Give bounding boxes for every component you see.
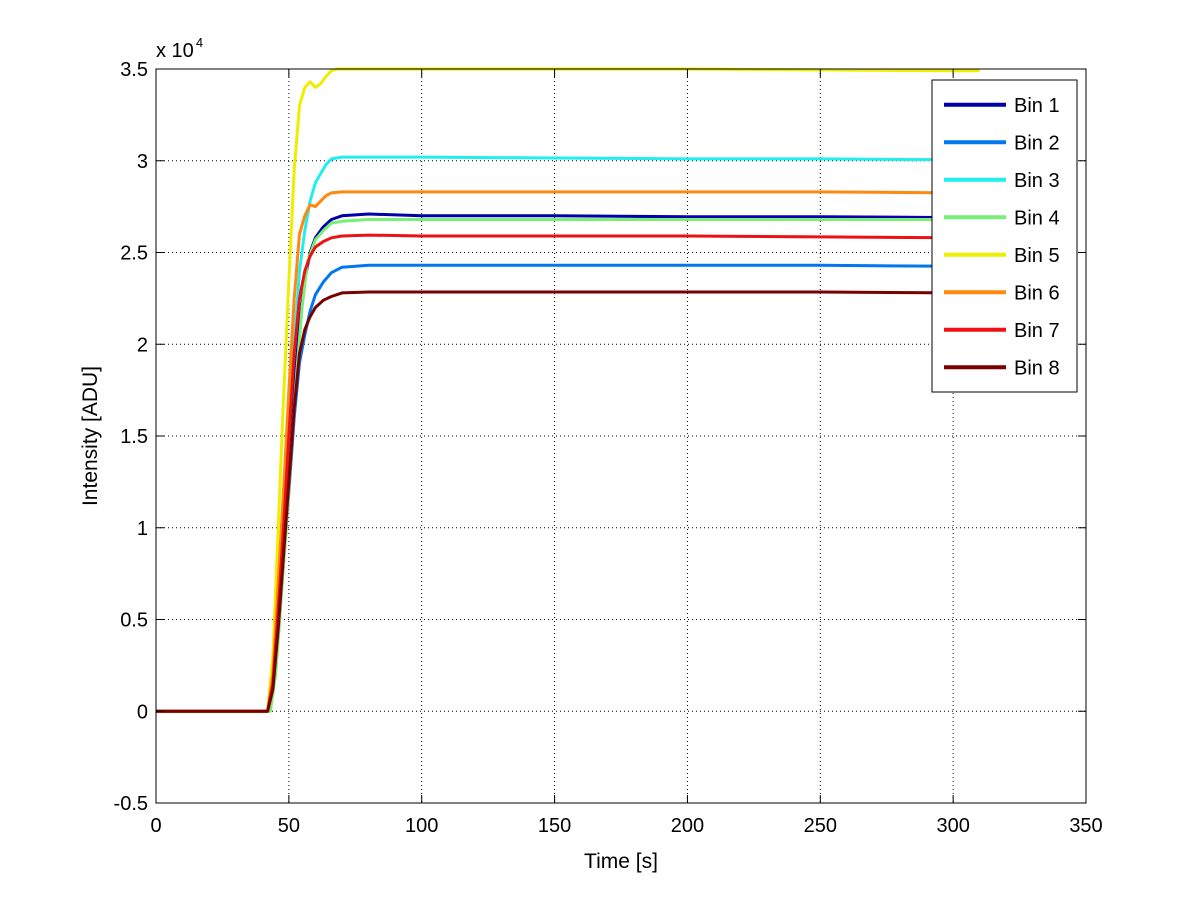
y-exponent-label: x 10 4: [156, 35, 203, 62]
legend-label: Bin 4: [1014, 207, 1060, 229]
legend-label: Bin 8: [1014, 357, 1060, 379]
x-tick-label: 50: [278, 815, 300, 837]
legend-items: Bin 1 Bin 2 Bin 3 Bin 4 Bin 5 Bin 6 Bin 7 Bin 8: [944, 95, 1060, 379]
y-tick-labels: -0.5 0 0.5 1 1.5 2 2.5 3 3.5: [114, 59, 148, 815]
legend-label: Bin 5: [1014, 245, 1060, 267]
plot-area: [155, 67, 1087, 804]
x-tick-label: 0: [150, 815, 161, 837]
x-tick-label: 100: [405, 815, 438, 837]
x-tick-label: 250: [804, 815, 837, 837]
legend-box: [931, 79, 1078, 393]
y-tick-label: 1: [137, 518, 148, 540]
x-tick-labels: 0 50 100 150 200 250 300 350: [150, 815, 1102, 837]
grid: [156, 69, 1086, 803]
y-tick-label: 0: [137, 701, 148, 723]
series-line-bin-6: [156, 190, 980, 713]
y-exponent-power: 4: [196, 35, 203, 50]
y-tick-label: 2: [137, 334, 148, 356]
y-tick-label: -0.5: [114, 793, 148, 815]
x-tick-label: 300: [936, 815, 969, 837]
x-tick-label: 200: [671, 815, 704, 837]
x-tick-label: 350: [1069, 815, 1102, 837]
y-exponent-base: x 10: [156, 40, 194, 62]
y-tick-label: 1.5: [120, 426, 148, 448]
legend-label: Bin 2: [1014, 132, 1060, 154]
legend-label: Bin 7: [1014, 320, 1060, 342]
ticks: [155, 68, 1087, 804]
y-axis-title: Intensity [ADU]: [79, 366, 102, 506]
legend-label: Bin 1: [1014, 95, 1060, 117]
x-tick-label: 150: [538, 815, 571, 837]
y-tick-label: 0.5: [120, 610, 148, 632]
legend-label: Bin 6: [1014, 282, 1060, 304]
x-axis-title: Time [s]: [584, 850, 658, 873]
legend: Bin 1 Bin 2 Bin 3 Bin 4 Bin 5 Bin 6 Bin 7 Bin 8: [931, 79, 1078, 393]
y-tick-label: 3.5: [120, 59, 148, 81]
y-tick-label: 2.5: [120, 243, 148, 265]
legend-label: Bin 3: [1014, 170, 1060, 192]
series-line-bin-8: [156, 290, 980, 713]
y-tick-label: 3: [137, 151, 148, 173]
